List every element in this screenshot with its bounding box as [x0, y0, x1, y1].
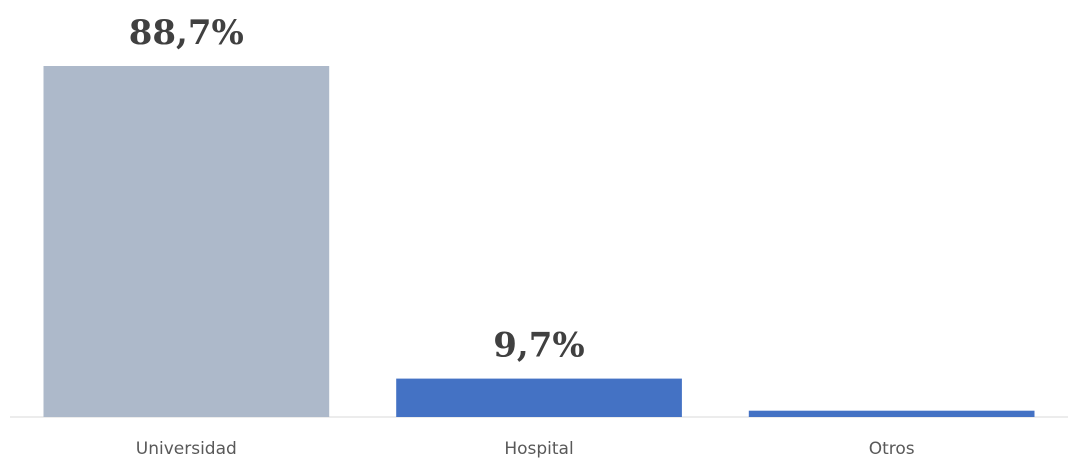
bar-otros [748, 410, 1035, 417]
data-labels-group: 88,7% 9,7% [129, 13, 585, 366]
x-tick-label-hospital: Hospital [504, 439, 573, 459]
tick-labels-group: Universidad Hospital Otros [136, 439, 915, 459]
data-label-universidad: 88,7% [129, 13, 244, 53]
bars-group [43, 66, 1035, 417]
data-label-hospital: 9,7% [493, 326, 584, 366]
x-tick-label-universidad: Universidad [136, 439, 237, 459]
bar-universidad [43, 66, 330, 417]
x-tick-label-otros: Otros [869, 439, 915, 459]
bar-hospital [396, 378, 682, 417]
